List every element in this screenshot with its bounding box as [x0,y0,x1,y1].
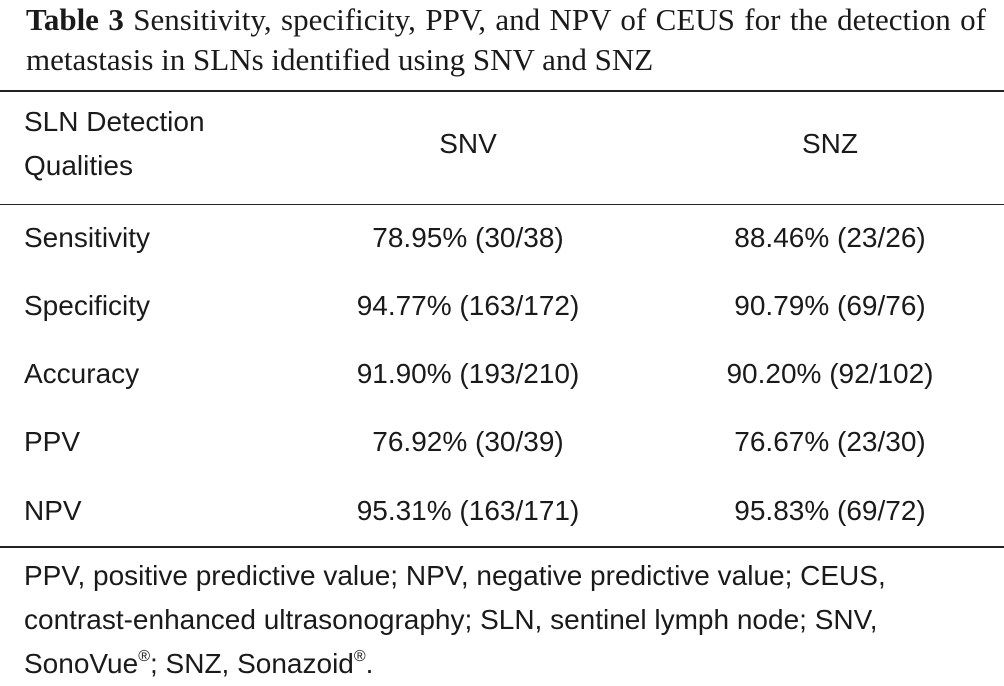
cell-specificity-snz: 90.79% (69/76) [734,290,926,321]
bottom-rule [0,546,1004,548]
cell-npv-snv: 95.31% (163/171) [356,495,580,526]
cell-sensitivity-snv: 78.95% (30/38) [372,222,564,253]
table-title: Sensitivity, specificity, PPV, and NPV o… [26,2,986,77]
row-label-ppv: PPV [24,426,81,457]
footnote-text-2: ; SNZ, Sonazoid [149,648,354,679]
cell-specificity-snv: 94.77% (163/172) [356,290,580,321]
table-label: Table 3 [26,2,124,37]
row-label-npv: NPV [24,495,82,526]
registered-mark-sonovue: ® [138,648,150,665]
cell-ppv-snv: 76.92% (30/39) [372,426,564,457]
row-label-sensitivity: Sensitivity [24,222,151,253]
top-rule [0,90,1004,92]
cell-npv-snz: 95.83% (69/72) [734,495,926,526]
column-header-quality: SLN Detection Qualities [24,106,205,181]
table-footnote: PPV, positive predictive value; NPV, neg… [24,554,989,686]
registered-mark-sonazoid: ® [353,648,366,665]
row-label-specificity: Specificity [24,290,151,321]
row-label-accuracy: Accuracy [24,358,140,389]
column-header-snz: SNZ [802,128,858,159]
footnote-text-3: . [365,648,374,679]
cell-accuracy-snz: 90.20% (92/102) [726,358,934,389]
cell-sensitivity-snz: 88.46% (23/26) [734,222,926,253]
footnote-text-1: PPV, positive predictive value; NPV, neg… [24,560,886,679]
header-rule [0,204,1004,205]
cell-accuracy-snv: 91.90% (193/210) [356,358,580,389]
table-caption: Table 3 Sensitivity, specificity, PPV, a… [26,0,986,80]
cell-ppv-snz: 76.67% (23/30) [734,426,926,457]
column-header-snv: SNV [439,128,497,159]
